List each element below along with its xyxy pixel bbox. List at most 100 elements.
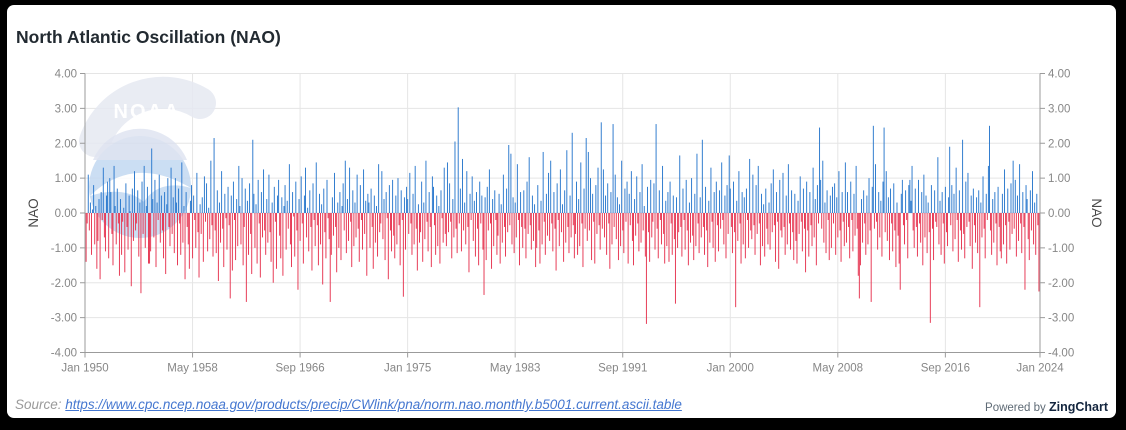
- bar-month[interactable]: [642, 213, 644, 231]
- bar-month[interactable]: [350, 213, 352, 222]
- bar-month[interactable]: [286, 200, 288, 213]
- bar-month[interactable]: [875, 164, 876, 213]
- bar-month[interactable]: [872, 125, 874, 213]
- bar-month[interactable]: [397, 178, 399, 214]
- bar-month[interactable]: [915, 213, 917, 227]
- bar-month[interactable]: [164, 192, 166, 213]
- bar-month[interactable]: [957, 213, 959, 262]
- bar-month[interactable]: [384, 213, 386, 261]
- bar-month[interactable]: [780, 213, 782, 231]
- bar-month[interactable]: [566, 150, 568, 213]
- bar-month[interactable]: [107, 181, 109, 213]
- bar-month[interactable]: [804, 213, 805, 229]
- bar-month[interactable]: [854, 213, 856, 236]
- bar-month[interactable]: [678, 213, 680, 233]
- bar-month[interactable]: [768, 202, 770, 213]
- bar-month[interactable]: [232, 181, 234, 213]
- bar-month[interactable]: [590, 178, 591, 214]
- bar-month[interactable]: [306, 213, 308, 238]
- bar-month[interactable]: [218, 202, 220, 213]
- bar-month[interactable]: [307, 207, 309, 213]
- bar-month[interactable]: [500, 204, 502, 213]
- bar-month[interactable]: [1038, 213, 1040, 292]
- bar-month[interactable]: [214, 213, 216, 231]
- bar-month[interactable]: [565, 213, 567, 243]
- bar-month[interactable]: [391, 213, 392, 252]
- bar-month[interactable]: [388, 185, 390, 213]
- bar-month[interactable]: [663, 213, 665, 234]
- bar-month[interactable]: [370, 188, 372, 213]
- bar-month[interactable]: [856, 213, 858, 229]
- bar-month[interactable]: [456, 213, 458, 254]
- bar-month[interactable]: [452, 199, 454, 213]
- bar-month[interactable]: [123, 207, 125, 213]
- bar-month[interactable]: [322, 213, 324, 285]
- bar-month[interactable]: [685, 179, 687, 213]
- bar-month[interactable]: [640, 213, 642, 243]
- bar-month[interactable]: [581, 213, 583, 224]
- bar-month[interactable]: [138, 213, 140, 257]
- bar-month[interactable]: [280, 213, 282, 259]
- bar-month[interactable]: [178, 188, 180, 213]
- bar-month[interactable]: [735, 213, 737, 308]
- bar-month[interactable]: [118, 213, 120, 276]
- bar-month[interactable]: [914, 188, 916, 213]
- bar-month[interactable]: [506, 188, 508, 213]
- bar-month[interactable]: [112, 213, 114, 266]
- bar-month[interactable]: [751, 213, 753, 240]
- bar-month[interactable]: [317, 213, 319, 266]
- bar-month[interactable]: [790, 213, 791, 250]
- bar-month[interactable]: [237, 213, 239, 247]
- bar-month[interactable]: [458, 213, 460, 224]
- bar-month[interactable]: [569, 195, 571, 213]
- bar-month[interactable]: [198, 213, 200, 278]
- bar-month[interactable]: [722, 213, 724, 220]
- bar-month[interactable]: [602, 169, 604, 213]
- bar-month[interactable]: [528, 157, 530, 213]
- bar-month[interactable]: [693, 213, 695, 261]
- bar-month[interactable]: [862, 213, 864, 243]
- bar-month[interactable]: [143, 165, 145, 213]
- bar-month[interactable]: [859, 213, 861, 266]
- bar-month[interactable]: [166, 204, 168, 213]
- bar-month[interactable]: [170, 167, 172, 213]
- bar-month[interactable]: [822, 160, 824, 213]
- bar-month[interactable]: [887, 197, 889, 213]
- bar-month[interactable]: [438, 206, 440, 214]
- bar-month[interactable]: [402, 213, 404, 297]
- bar-month[interactable]: [1021, 213, 1023, 254]
- bar-month[interactable]: [828, 213, 830, 261]
- bar-month[interactable]: [281, 197, 283, 213]
- bar-month[interactable]: [196, 172, 198, 213]
- bar-month[interactable]: [353, 213, 355, 247]
- bar-month[interactable]: [428, 192, 430, 213]
- bar-month[interactable]: [289, 213, 291, 245]
- bar-month[interactable]: [849, 213, 851, 259]
- bar-month[interactable]: [535, 213, 537, 268]
- bar-month[interactable]: [372, 213, 374, 269]
- bar-month[interactable]: [141, 181, 143, 213]
- bar-month[interactable]: [173, 213, 175, 254]
- bar-month[interactable]: [171, 213, 173, 234]
- bar-month[interactable]: [328, 213, 330, 240]
- bar-month[interactable]: [541, 213, 543, 245]
- bar-month[interactable]: [536, 213, 538, 248]
- bar-month[interactable]: [791, 190, 793, 213]
- bar-month[interactable]: [1030, 213, 1032, 231]
- bar-month[interactable]: [708, 200, 710, 213]
- bar-month[interactable]: [989, 125, 990, 213]
- bar-month[interactable]: [116, 188, 118, 213]
- bar-month[interactable]: [573, 213, 575, 259]
- bar-month[interactable]: [487, 213, 489, 231]
- bar-month[interactable]: [891, 213, 893, 224]
- bar-month[interactable]: [152, 199, 154, 213]
- bar-month[interactable]: [699, 197, 701, 213]
- bar-month[interactable]: [292, 192, 294, 213]
- bar-month[interactable]: [783, 213, 785, 227]
- bar-month[interactable]: [539, 213, 541, 264]
- bar-month[interactable]: [1011, 213, 1013, 234]
- bar-month[interactable]: [1035, 213, 1037, 255]
- bar-month[interactable]: [362, 213, 363, 250]
- bar-month[interactable]: [313, 213, 315, 220]
- bar-month[interactable]: [808, 213, 810, 257]
